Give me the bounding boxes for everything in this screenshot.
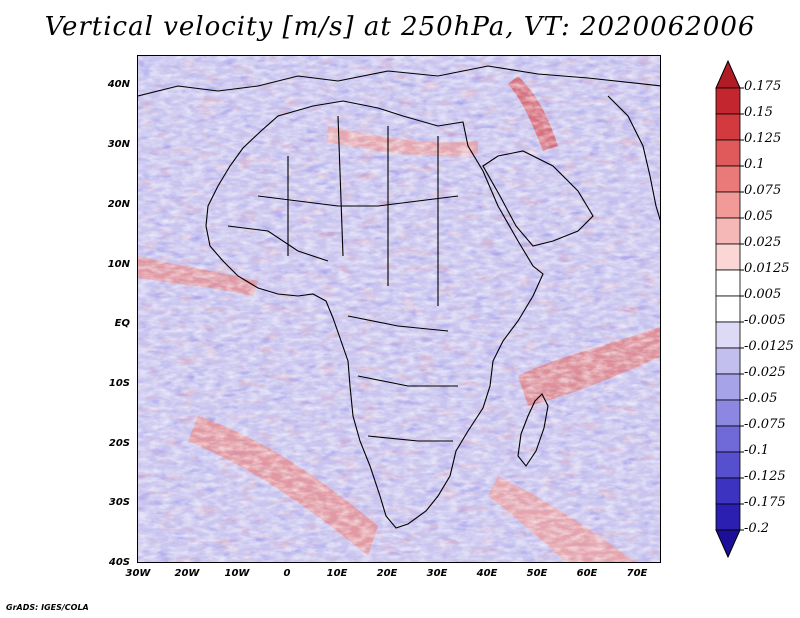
lon-label-10w: 10W <box>224 568 250 579</box>
colorbar-label: -0.175 <box>744 495 786 510</box>
colorbar-label: -0.05 <box>744 391 778 406</box>
colorbar-label: 0.05 <box>744 209 773 224</box>
footer-credit: GrADS: IGES/COLA <box>6 603 89 612</box>
coastlines-and-borders <box>138 65 660 529</box>
colorbar-bottom-arrow <box>715 529 741 559</box>
lon-label-60e: 60E <box>576 568 598 579</box>
lon-label-50e: 50E <box>526 568 548 579</box>
lon-label-10e: 10E <box>326 568 348 579</box>
colorbar-label: -0.1 <box>744 443 770 458</box>
colorbar-label: 0.175 <box>744 79 782 94</box>
lat-label-10n: 10N <box>107 259 130 270</box>
colorbar-block <box>715 477 741 505</box>
colorbar-block <box>715 243 741 271</box>
lon-label-30w: 30W <box>125 568 151 579</box>
lat-label-30n: 30N <box>107 139 130 150</box>
lon-label-40e: 40E <box>476 568 498 579</box>
colorbar-blocks <box>715 60 741 559</box>
africa-coastline <box>205 100 544 529</box>
lon-label-70e: 70E <box>626 568 648 579</box>
colorbar-label: 0.15 <box>744 105 773 120</box>
colorbar-label: -0.0125 <box>744 339 794 354</box>
colorbar-label: -0.005 <box>744 313 786 328</box>
lat-label-20n: 20N <box>107 199 130 210</box>
colorbar-block <box>715 503 741 531</box>
colorbar-block <box>715 217 741 245</box>
colorbar-block <box>715 113 741 141</box>
colorbar-label: 0.0125 <box>744 261 790 276</box>
map-title: Vertical velocity [m/s] at 250hPa, VT: 2… <box>44 12 756 42</box>
lon-label-0: 0 <box>283 568 291 579</box>
lat-label-eq: EQ <box>114 318 130 329</box>
colorbar-block <box>715 269 741 297</box>
colorbar-block <box>715 165 741 193</box>
colorbar-top-arrow <box>715 60 741 89</box>
colorbar-block <box>715 191 741 219</box>
colorbar-block <box>715 295 741 323</box>
india-coastline <box>607 95 660 222</box>
colorbar-block <box>715 399 741 427</box>
lat-label-40n: 40N <box>107 79 130 90</box>
lat-label-30s: 30S <box>108 497 130 508</box>
europe-coastline <box>138 65 660 97</box>
madagascar-coastline <box>517 393 549 467</box>
lat-label-40s: 40S <box>108 557 130 568</box>
colorbar-label: -0.125 <box>744 469 786 484</box>
colorbar-label: -0.025 <box>744 365 786 380</box>
colorbar-label: 0.1 <box>744 157 765 172</box>
colorbar-label: 0.005 <box>744 287 782 302</box>
lon-label-20e: 20E <box>376 568 398 579</box>
colorbar-block <box>715 347 741 375</box>
colorbar-label: 0.075 <box>744 183 782 198</box>
colorbar-block <box>715 87 741 115</box>
colorbar <box>715 60 744 559</box>
map-plot-area <box>137 55 661 563</box>
colorbar-label: -0.2 <box>744 521 770 536</box>
colorbar-block <box>715 321 741 349</box>
colorbar-label: 0.025 <box>744 235 782 250</box>
colorbar-block <box>715 139 741 167</box>
lon-label-30e: 30E <box>426 568 448 579</box>
lon-label-20w: 20W <box>174 568 200 579</box>
arabia-coastline <box>482 150 594 247</box>
colorbar-label: 0.125 <box>744 131 782 146</box>
neutral-velocity-texture <box>138 56 660 562</box>
velocity-field-map <box>138 56 660 562</box>
colorbar-block <box>715 451 741 479</box>
lat-label-10s: 10S <box>108 378 130 389</box>
colorbar-label: -0.075 <box>744 417 786 432</box>
colorbar-block <box>715 373 741 401</box>
colorbar-block <box>715 425 741 453</box>
colorbar-ticks <box>740 87 744 531</box>
lat-label-20s: 20S <box>108 438 130 449</box>
